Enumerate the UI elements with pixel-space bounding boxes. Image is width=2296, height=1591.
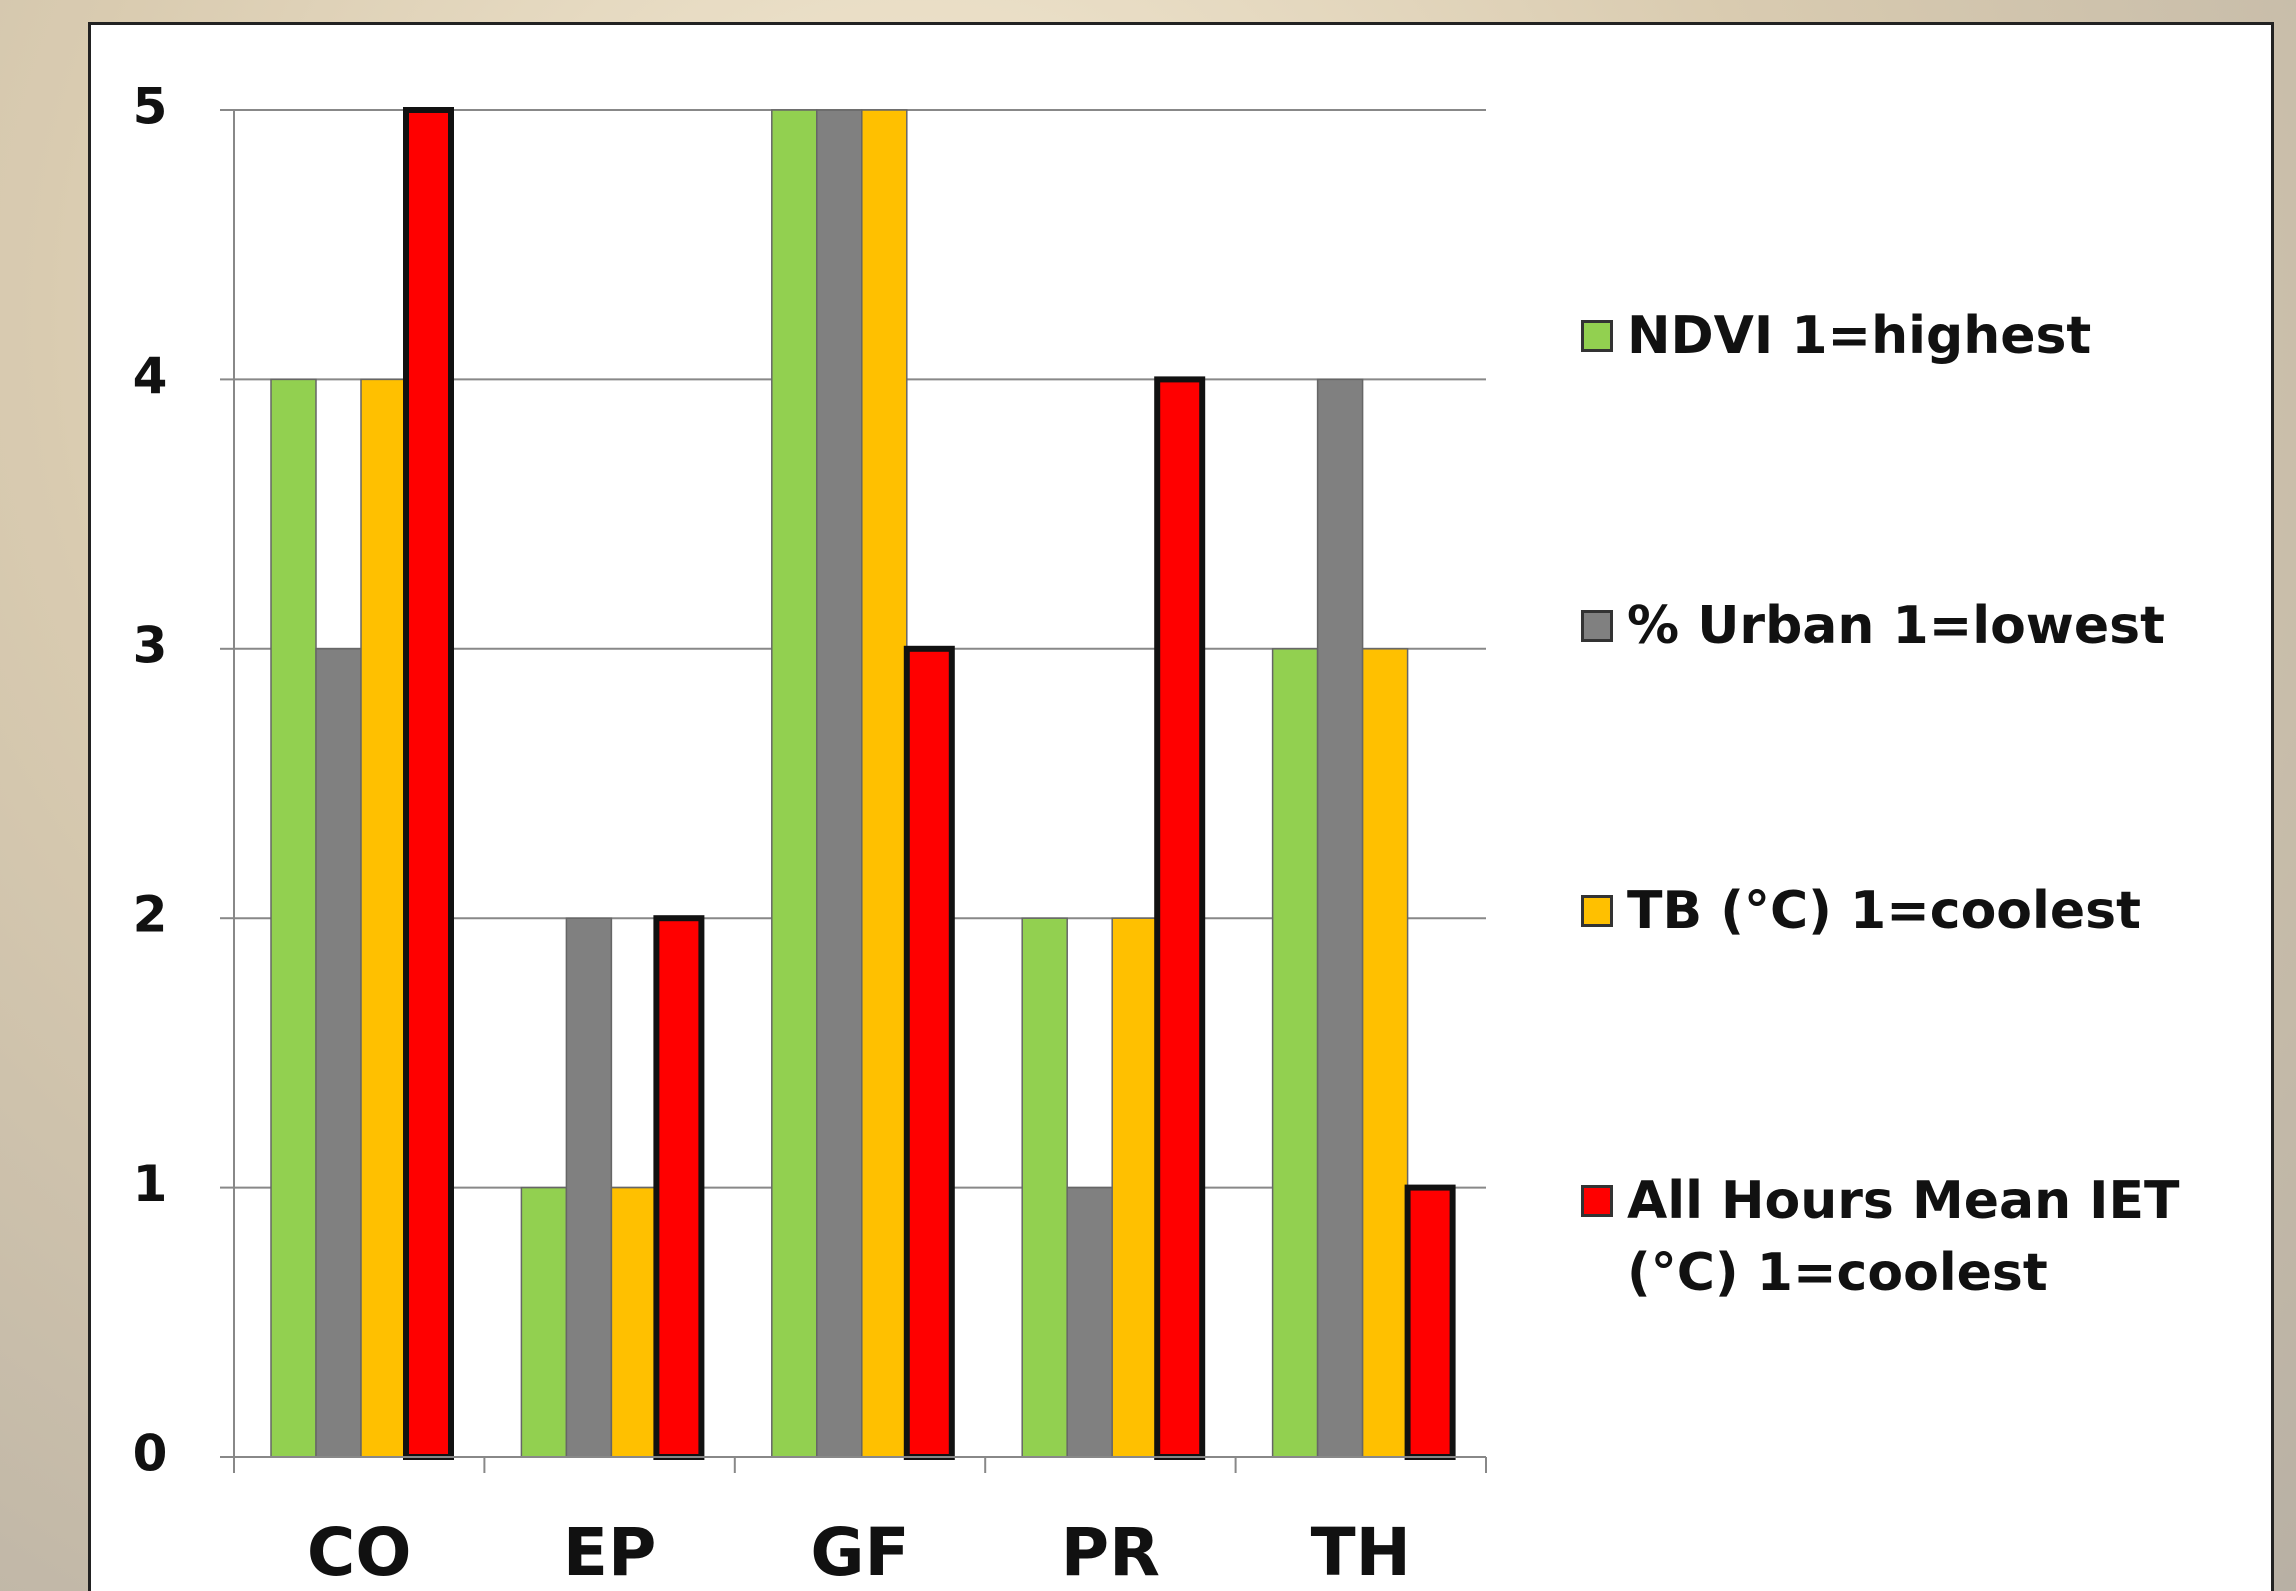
bar bbox=[1111, 917, 1158, 1458]
legend-swatch bbox=[1581, 320, 1613, 352]
bar bbox=[653, 915, 705, 1460]
legend-label: NDVI 1=highest bbox=[1627, 306, 2092, 366]
bar bbox=[1361, 648, 1409, 1458]
y-tick-label: 4 bbox=[133, 347, 168, 405]
bar bbox=[1271, 648, 1319, 1458]
bar bbox=[816, 109, 863, 1458]
legend-entry: TB (°C) 1=coolest bbox=[1581, 875, 2241, 947]
bar bbox=[520, 1186, 568, 1458]
bar bbox=[565, 917, 613, 1458]
bar bbox=[403, 107, 454, 1460]
x-tick-label: EP bbox=[563, 1514, 656, 1591]
bar bbox=[315, 648, 362, 1458]
bar bbox=[1316, 378, 1364, 1458]
legend-swatch bbox=[1581, 1185, 1613, 1217]
x-tick-label: GF bbox=[810, 1514, 909, 1591]
bar bbox=[1154, 376, 1206, 1460]
bar bbox=[771, 109, 818, 1458]
bar bbox=[360, 378, 407, 1458]
legend-entry: All Hours Mean IET (°C) 1=coolest bbox=[1581, 1165, 2241, 1309]
bar bbox=[903, 645, 955, 1460]
x-tick-label: TH bbox=[1311, 1514, 1411, 1591]
legend-swatch bbox=[1581, 610, 1613, 642]
legend-entry: NDVI 1=highest bbox=[1581, 300, 2241, 372]
y-tick-label: 1 bbox=[133, 1155, 168, 1213]
y-tick-label: 2 bbox=[133, 886, 168, 944]
bar bbox=[1066, 1186, 1113, 1458]
x-tick-label: PR bbox=[1061, 1514, 1160, 1591]
legend-label: % Urban 1=lowest bbox=[1627, 596, 2165, 656]
legend-entry: % Urban 1=lowest bbox=[1581, 590, 2241, 662]
x-tick-label: CO bbox=[307, 1514, 412, 1591]
bar bbox=[1021, 917, 1068, 1458]
bar bbox=[1404, 1184, 1456, 1460]
y-tick-label: 3 bbox=[133, 616, 168, 674]
bar bbox=[270, 378, 317, 1458]
legend-label: All Hours Mean IET (°C) 1=coolest bbox=[1627, 1171, 2180, 1303]
legend-label: TB (°C) 1=coolest bbox=[1627, 881, 2141, 941]
bar bbox=[861, 109, 908, 1458]
legend-swatch bbox=[1581, 895, 1613, 927]
y-tick-label: 5 bbox=[133, 78, 168, 136]
y-tick-label: 0 bbox=[133, 1425, 168, 1483]
bar bbox=[610, 1186, 658, 1458]
